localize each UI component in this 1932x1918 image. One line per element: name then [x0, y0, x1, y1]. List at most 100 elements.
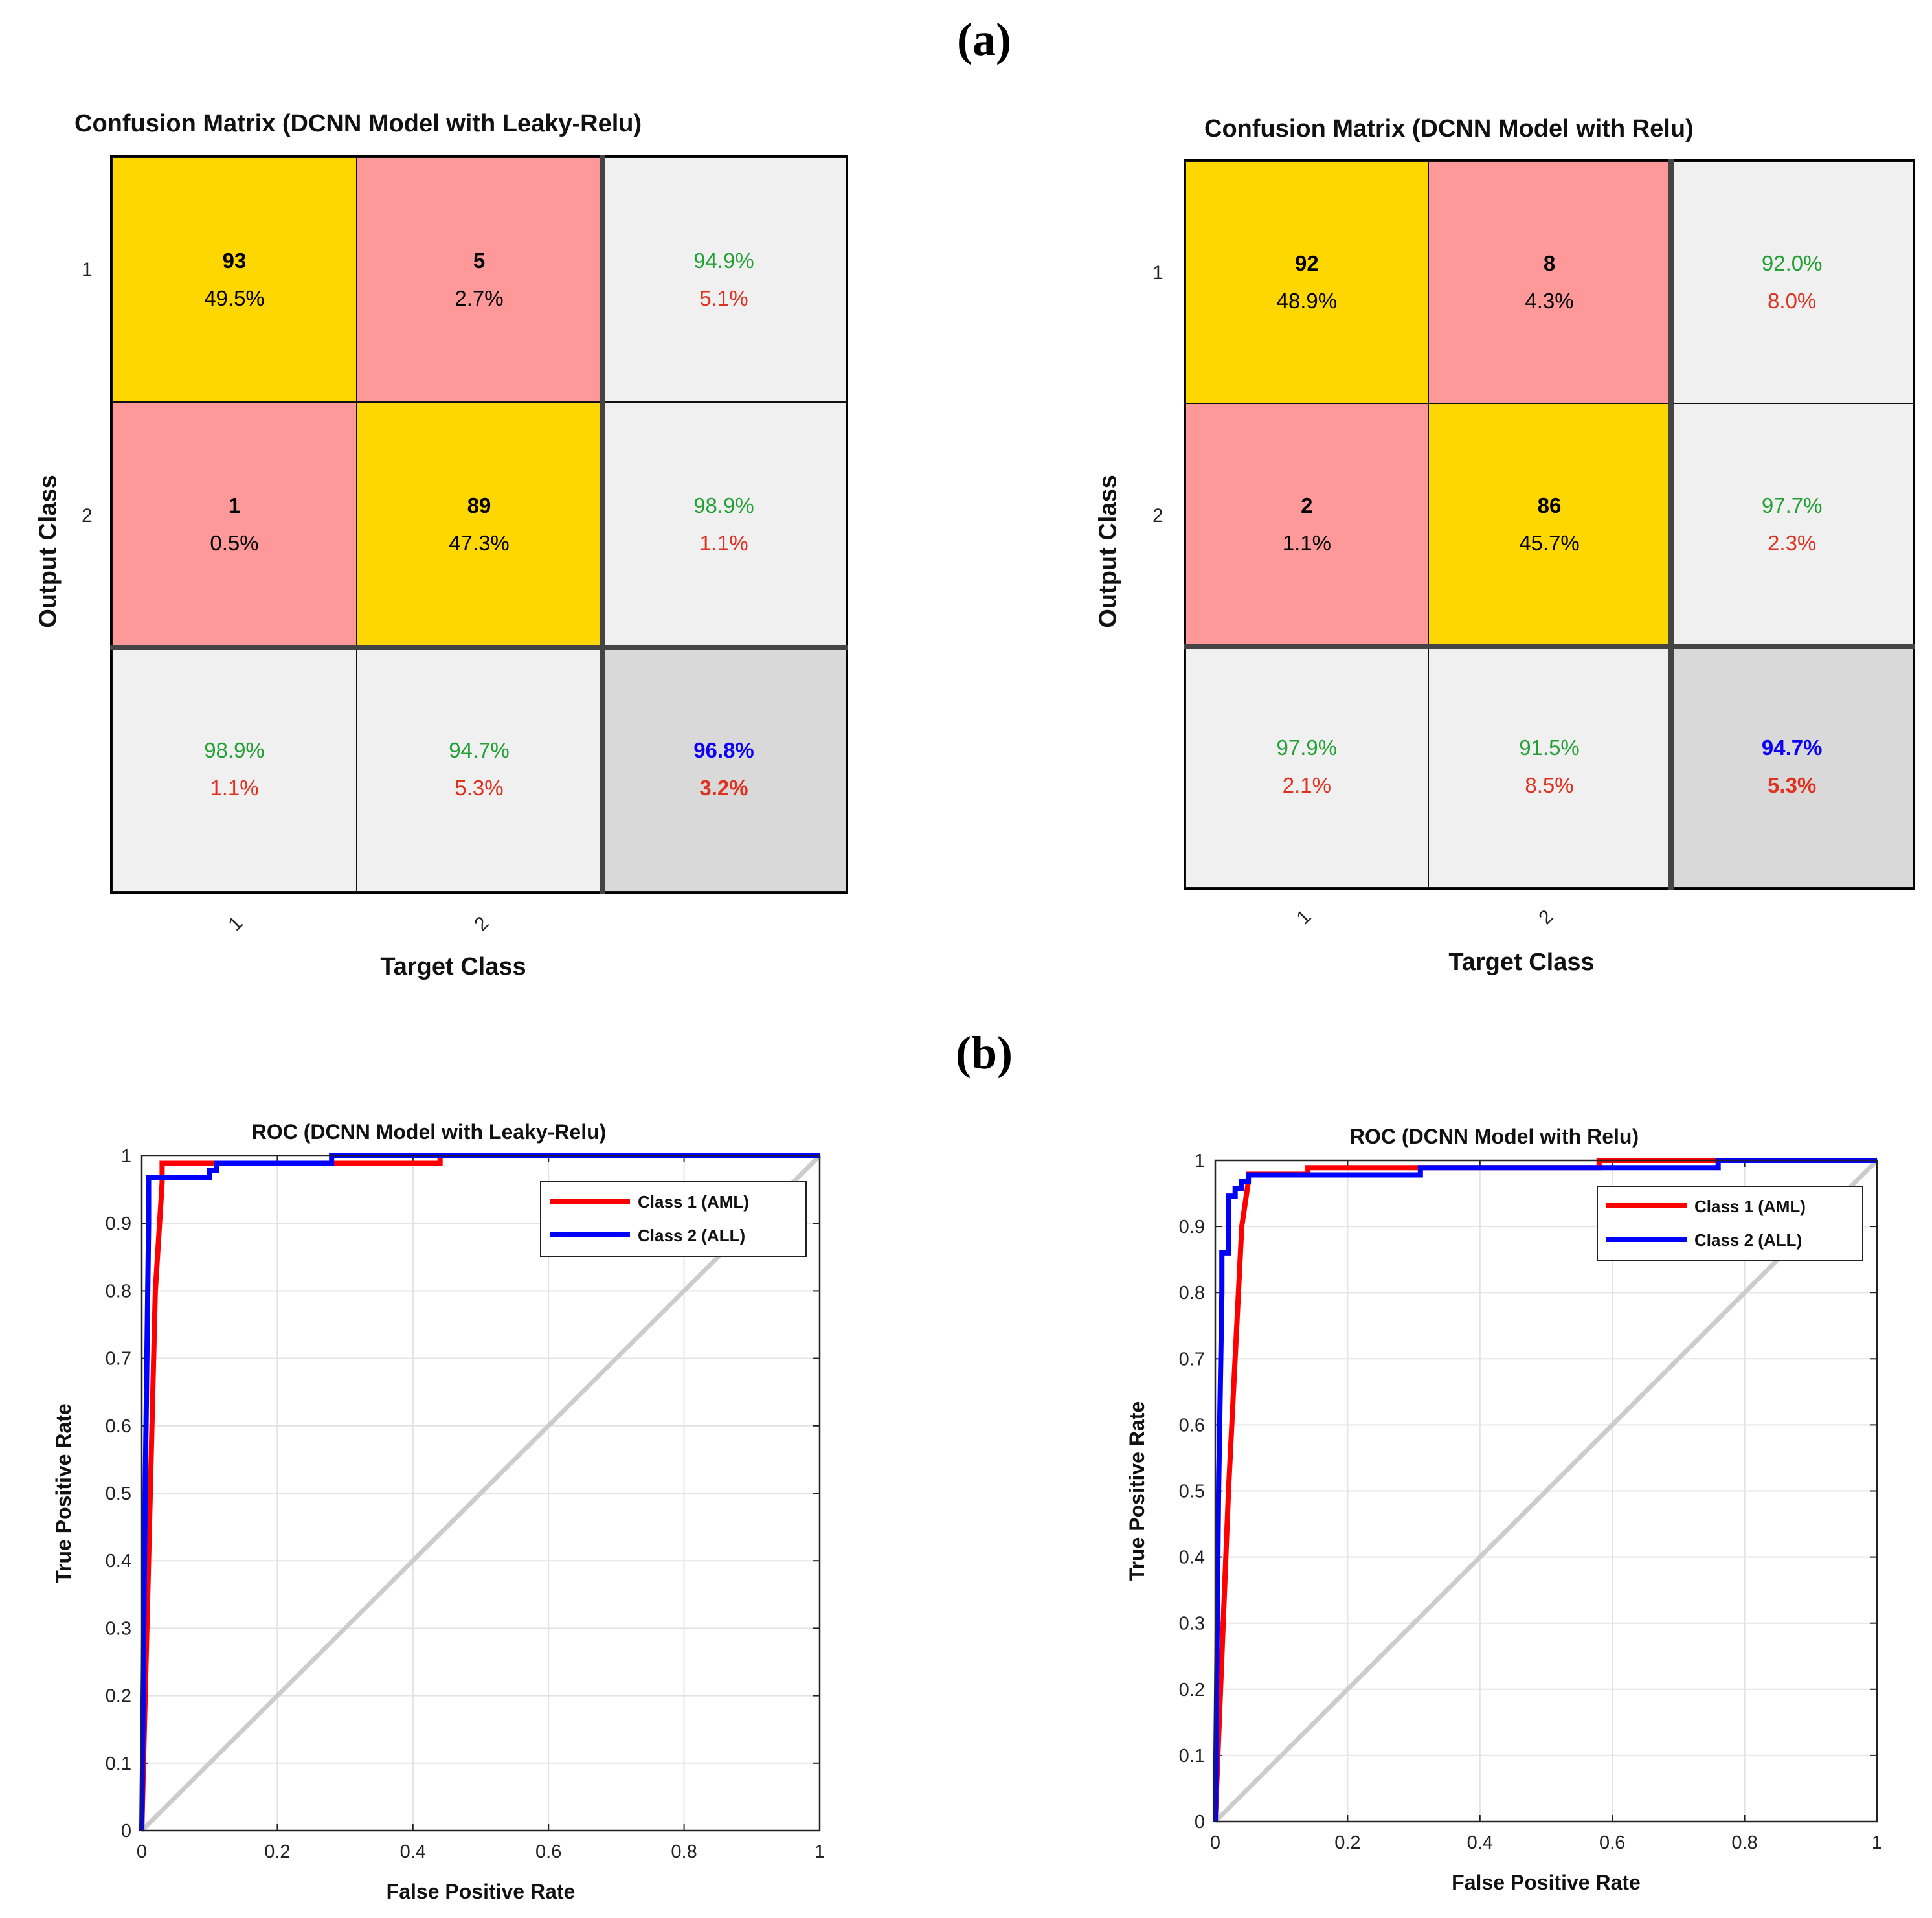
cell-correct-rate: 94.9% [693, 249, 754, 273]
y-tick-label: 0.2 [106, 1686, 131, 1707]
cm-left-cell-summary-2: 94.7% 5.3% [357, 647, 601, 892]
plot-frame [140, 1155, 821, 1832]
cell-percent: 0.5% [210, 531, 259, 555]
cm-right-col-tick-1: 1 [1292, 906, 1316, 929]
cell-count: 2 [1301, 493, 1313, 517]
cell-percent: 47.3% [449, 531, 510, 555]
cm-right-cell-total: 94.7% 5.3% [1670, 646, 1913, 888]
cm-right-ylabel: Output Class [1094, 475, 1122, 628]
x-axis-label: False Positive Rate [1452, 1871, 1641, 1894]
cell-count: 89 [467, 493, 491, 517]
cm-left-cell-summary-1: 98.9% 1.1% [112, 647, 357, 892]
cell-overall-accuracy: 96.8% [693, 738, 754, 762]
legend-label-1: Class 1 (AML) [638, 1192, 749, 1212]
y-tick-label: 0.8 [106, 1281, 131, 1302]
cm-left-cell-2-summary: 98.9% 1.1% [601, 402, 846, 647]
cell-correct-rate: 97.7% [1761, 493, 1823, 517]
cell-error-rate: 8.5% [1525, 773, 1574, 797]
cm-left-title: Confusion Matrix (DCNN Model with Leaky-… [74, 110, 642, 137]
cm-left-xlabel: Target Class [380, 953, 526, 980]
cm-left-separator-vertical [600, 155, 605, 894]
cm-left-cell-1-2: 5 2.7% [357, 157, 601, 402]
y-tick-label: 0 [121, 1821, 131, 1842]
y-tick-label: 0.4 [1179, 1548, 1205, 1568]
cell-overall-error: 5.3% [1768, 773, 1817, 797]
y-tick-label: 0.5 [1179, 1482, 1205, 1502]
cm-left-cell-1-summary: 94.9% 5.1% [601, 157, 846, 402]
cell-correct-rate: 91.5% [1519, 736, 1580, 760]
y-tick-label: 0.1 [106, 1754, 131, 1774]
cm-right-cell-summary-2: 91.5% 8.5% [1428, 646, 1671, 888]
legend-box [1597, 1186, 1863, 1261]
cell-error-rate: 1.1% [210, 776, 259, 800]
y-tick-label: 1 [121, 1146, 131, 1167]
y-tick-label: 0.1 [1179, 1746, 1205, 1766]
x-tick-label: 1 [1872, 1833, 1882, 1853]
roc-series-line-2 [1213, 1158, 1877, 1822]
cell-correct-rate: 92.0% [1761, 251, 1823, 275]
y-tick-label: 0.4 [106, 1551, 131, 1572]
cell-percent: 1.1% [1282, 531, 1331, 555]
y-axis-label: True Positive Rate [52, 1403, 75, 1583]
cm-right-cell-1-2: 8 4.3% [1428, 161, 1671, 403]
cell-overall-error: 3.2% [699, 776, 748, 800]
chance-line [140, 1154, 822, 1833]
y-tick-label: 0.3 [106, 1618, 131, 1639]
x-tick-label: 0.6 [535, 1842, 561, 1862]
roc-chart-left: 0 0.2 0.4 0.6 0.8 1 0 0.1 0.2 0.3 0.4 0.5 0.6 0.7 0.8 0… [52, 1120, 825, 1903]
y-tick-label: 0.6 [106, 1416, 131, 1437]
legend-label-1: Class 1 (AML) [1694, 1197, 1806, 1216]
y-tick-label: 0.7 [1179, 1349, 1205, 1370]
x-tick-label: 0.4 [1467, 1833, 1493, 1853]
x-tick-label: 1 [814, 1842, 825, 1862]
cm-right-cell-2-summary: 97.7% 2.3% [1670, 403, 1913, 646]
cm-right-title: Confusion Matrix (DCNN Model with Relu) [1204, 115, 1694, 142]
cell-correct-rate: 98.9% [693, 493, 754, 517]
cell-percent: 45.7% [1519, 531, 1580, 555]
cell-percent: 48.9% [1276, 289, 1338, 313]
x-tick-label: 0.8 [671, 1842, 697, 1862]
chance-line [1213, 1158, 1879, 1823]
cell-count: 5 [473, 249, 486, 273]
cm-left-separator-horizontal [110, 645, 848, 650]
cm-right-xlabel: Target Class [1448, 949, 1595, 976]
cell-error-rate: 5.1% [699, 286, 748, 310]
cm-right-cell-2-2: 86 45.7% [1428, 403, 1671, 646]
cm-right-cell-summary-1: 97.9% 2.1% [1185, 646, 1428, 888]
cm-left-grid: 93 49.5% 5 2.7% 94.9% 5.1% 1 0.5% 89 47.3% 98… [110, 155, 848, 894]
cm-left-cell-2-2: 89 47.3% [357, 402, 601, 647]
cm-right-row-tick-2: 2 [1152, 505, 1163, 526]
legend-label-2: Class 2 (ALL) [638, 1226, 745, 1245]
plot-frame [1214, 1159, 1878, 1823]
legend-box [540, 1181, 807, 1257]
x-tick-label: 0.2 [264, 1842, 290, 1862]
y-tick-label: 0.8 [1179, 1283, 1205, 1303]
cm-left-col-tick-2: 2 [470, 912, 493, 936]
y-tick-label: 0.2 [1179, 1680, 1205, 1700]
cell-error-rate: 2.3% [1768, 531, 1817, 555]
cm-left-cell-2-1: 1 0.5% [112, 402, 357, 647]
roc-title: ROC (DCNN Model with Leaky-Relu) [252, 1120, 607, 1144]
cm-right-col-tick-2: 2 [1534, 906, 1558, 929]
cell-error-rate: 5.3% [455, 776, 504, 800]
cm-right-separator-vertical [1668, 159, 1674, 890]
cm-right-cell-2-1: 2 1.1% [1185, 403, 1428, 646]
cell-count: 8 [1543, 251, 1556, 275]
cm-left-cell-total: 96.8% 3.2% [601, 647, 846, 892]
cm-right-row-tick-1: 1 [1152, 262, 1163, 284]
y-tick-label: 0.9 [106, 1213, 131, 1234]
x-axis-label: False Positive Rate [387, 1880, 576, 1903]
cell-percent: 2.7% [455, 286, 504, 310]
y-tick-label: 0.9 [1179, 1217, 1205, 1237]
cm-left-row-tick-1: 1 [82, 259, 93, 280]
cell-correct-rate: 94.7% [449, 738, 510, 762]
cell-count: 93 [222, 249, 247, 273]
cell-count: 1 [228, 493, 241, 517]
y-tick-label: 1 [1195, 1151, 1205, 1171]
roc-chart-right: 0 0.2 0.4 0.6 0.8 1 0 0.1 0.2 0.3 0.4 0.5 0.6 0.7 0.8 0… [1125, 1125, 1882, 1894]
cm-right-cell-1-1: 92 48.9% [1185, 161, 1428, 403]
x-tick-label: 0 [1210, 1833, 1220, 1853]
legend-label-2: Class 2 (ALL) [1694, 1230, 1802, 1250]
roc-series-line-2 [139, 1153, 820, 1831]
x-tick-label: 0.4 [400, 1842, 426, 1862]
